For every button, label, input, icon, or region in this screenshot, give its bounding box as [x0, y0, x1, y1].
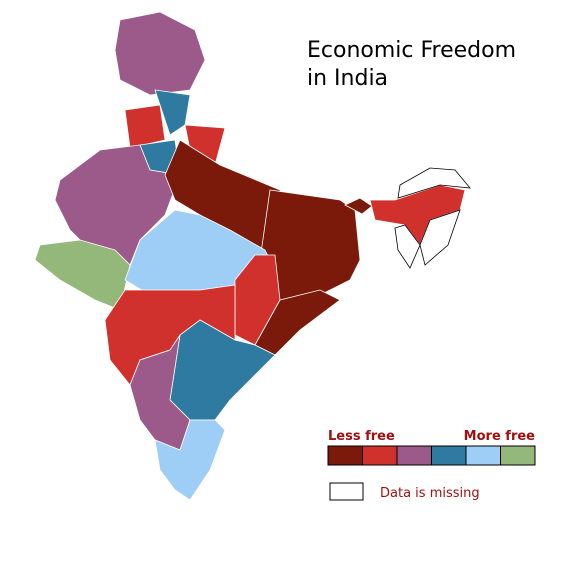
legend-missing-swatch — [329, 482, 364, 501]
legend-swatch — [431, 445, 467, 466]
legend-low-label: Less free — [328, 429, 395, 444]
region — [154, 89, 191, 136]
region-missing — [394, 224, 421, 269]
region — [129, 334, 191, 451]
region — [154, 419, 226, 501]
region — [114, 11, 206, 96]
legend-swatch — [327, 445, 363, 466]
region — [54, 144, 181, 266]
legend-swatch — [362, 445, 398, 466]
legend-high-label: More free — [464, 429, 536, 444]
legend-swatches — [327, 445, 536, 466]
region-missing — [419, 209, 461, 266]
legend-swatch — [396, 445, 432, 466]
region — [34, 239, 131, 311]
title-line: Economic Freedom — [307, 38, 516, 63]
legend-swatch — [500, 445, 536, 466]
region-missing — [397, 167, 471, 199]
legend-missing-label: Data is missing — [380, 486, 480, 501]
regions — [34, 11, 471, 501]
legend-swatch — [465, 445, 501, 466]
region — [124, 104, 166, 149]
title-line: in India — [307, 66, 388, 91]
